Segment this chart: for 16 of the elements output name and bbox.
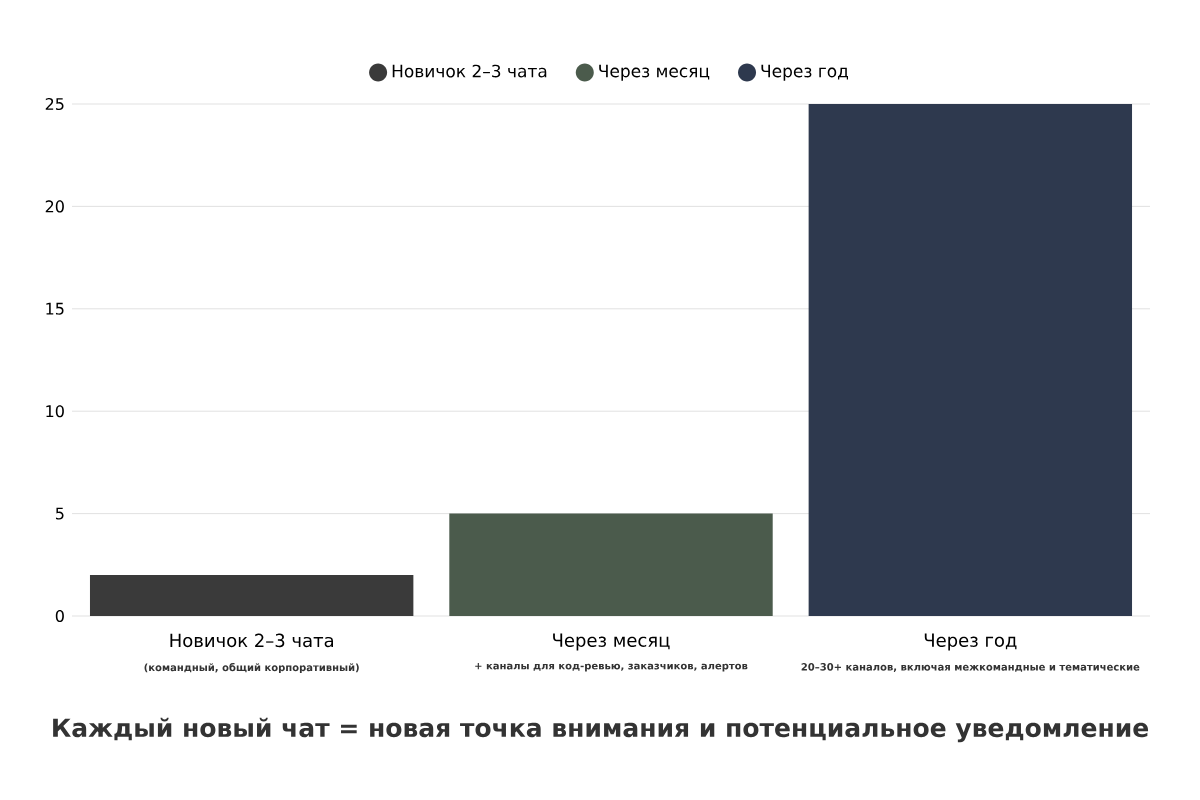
- text: 20–30+ каналов, включая межкомандные и тематические: [801, 663, 1140, 672]
- legend-label: Через месяц: [599, 64, 710, 81]
- y-tick-label: 10: [46, 405, 64, 418]
- y-tick-label: 20: [45, 200, 64, 213]
- legend-label: Новичок 2–3 чата: [392, 64, 547, 78]
- text: + каналы для код-ревью, заказчиков, алертов: [475, 663, 748, 672]
- y-tick-label: 15: [46, 302, 64, 315]
- y-tick-label: 25: [45, 97, 64, 111]
- text: (командный, общий корпоративный): [144, 663, 359, 674]
- legend-label: Через год: [761, 64, 848, 81]
- x-tick-label: Через год: [924, 633, 1017, 651]
- y-tick-label: 0: [55, 609, 64, 623]
- text: Каждый новый чат = новая точка внимания и потенциальное уведомление: [53, 717, 1149, 743]
- x-tick-label: Через месяц: [553, 633, 670, 651]
- y-tick-label: 5: [55, 507, 64, 520]
- x-tick-label: Новичок 2–3 чата: [170, 633, 333, 648]
